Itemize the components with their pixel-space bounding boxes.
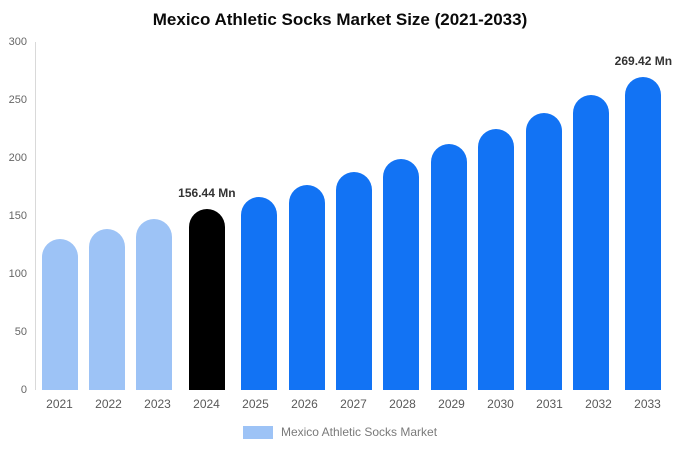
bar-slot-2023 <box>131 42 178 390</box>
legend-label: Mexico Athletic Socks Market <box>280 425 438 439</box>
bar-slot-2029 <box>425 42 472 390</box>
bar-2033 <box>625 77 662 390</box>
bar-2026 <box>288 185 325 390</box>
x-axis-label-2031: 2031 <box>536 397 563 411</box>
x-axis-label-2024: 2024 <box>193 397 220 411</box>
x-axis-label-2028: 2028 <box>389 397 416 411</box>
bar-2030 <box>478 128 515 390</box>
x-axis-label-2033: 2033 <box>634 397 661 411</box>
bar-2022 <box>89 229 126 390</box>
bar-slot-2028 <box>378 42 425 390</box>
bar-2029 <box>430 144 467 390</box>
x-axis-label-2032: 2032 <box>585 397 612 411</box>
bar-slot-2031 <box>520 42 567 390</box>
chart-title: Mexico Athletic Socks Market Size (2021-… <box>152 10 528 29</box>
bar-slot-2030 <box>473 42 520 390</box>
x-axis-label-2029: 2029 <box>438 397 465 411</box>
x-axis-label-2030: 2030 <box>487 397 514 411</box>
bar-2028 <box>383 158 420 390</box>
bar-2032 <box>572 95 609 390</box>
y-axis-tick-label: 150 <box>8 210 27 222</box>
y-axis-tick-label: 0 <box>20 384 27 396</box>
bar-slot-2022 <box>83 42 130 390</box>
bar-value-label-2024: 156.44 Mn <box>178 185 236 200</box>
y-axis-tick-label: 100 <box>8 268 27 280</box>
x-axis-label-2021: 2021 <box>46 397 73 411</box>
bar-2024 <box>188 208 225 390</box>
legend: Mexico Athletic Socks Market <box>0 425 680 439</box>
x-axis-label-2023: 2023 <box>144 397 171 411</box>
bar-slot-2025 <box>236 42 283 390</box>
bar-value-label-2033: 269.42 Mn <box>614 54 673 69</box>
plot-area: 156.44 Mn 269.42 Mn <box>35 42 672 390</box>
y-axis-tick-label: 250 <box>8 94 27 106</box>
bar-2027 <box>336 172 373 390</box>
bar-slot-2033: 269.42 Mn <box>615 42 672 390</box>
y-axis-tick-label: 50 <box>14 326 27 338</box>
bar-slot-2024: 156.44 Mn <box>178 42 236 390</box>
bar-2025 <box>241 197 278 390</box>
bar-2031 <box>525 112 562 390</box>
bar-2023 <box>136 219 173 390</box>
bar-slot-2021 <box>36 42 83 390</box>
y-axis-tick-label: 300 <box>8 36 27 48</box>
x-axis-label-2026: 2026 <box>291 397 318 411</box>
bar-slot-2026 <box>283 42 330 390</box>
x-axis-label-2027: 2027 <box>340 397 367 411</box>
legend-swatch <box>242 425 273 439</box>
x-axis-label-2025: 2025 <box>242 397 269 411</box>
y-axis-tick-label: 200 <box>8 152 27 164</box>
bar-2021 <box>41 238 78 390</box>
bar-slot-2027 <box>330 42 377 390</box>
bar-slot-2032 <box>567 42 614 390</box>
x-axis: 2021 2022 2023 2024 2025 2026 2027 2028 2029 2030… <box>35 397 672 411</box>
x-axis-label-2022: 2022 <box>95 397 122 411</box>
y-axis: 0 50 100 150 200 250 300 <box>0 36 30 396</box>
